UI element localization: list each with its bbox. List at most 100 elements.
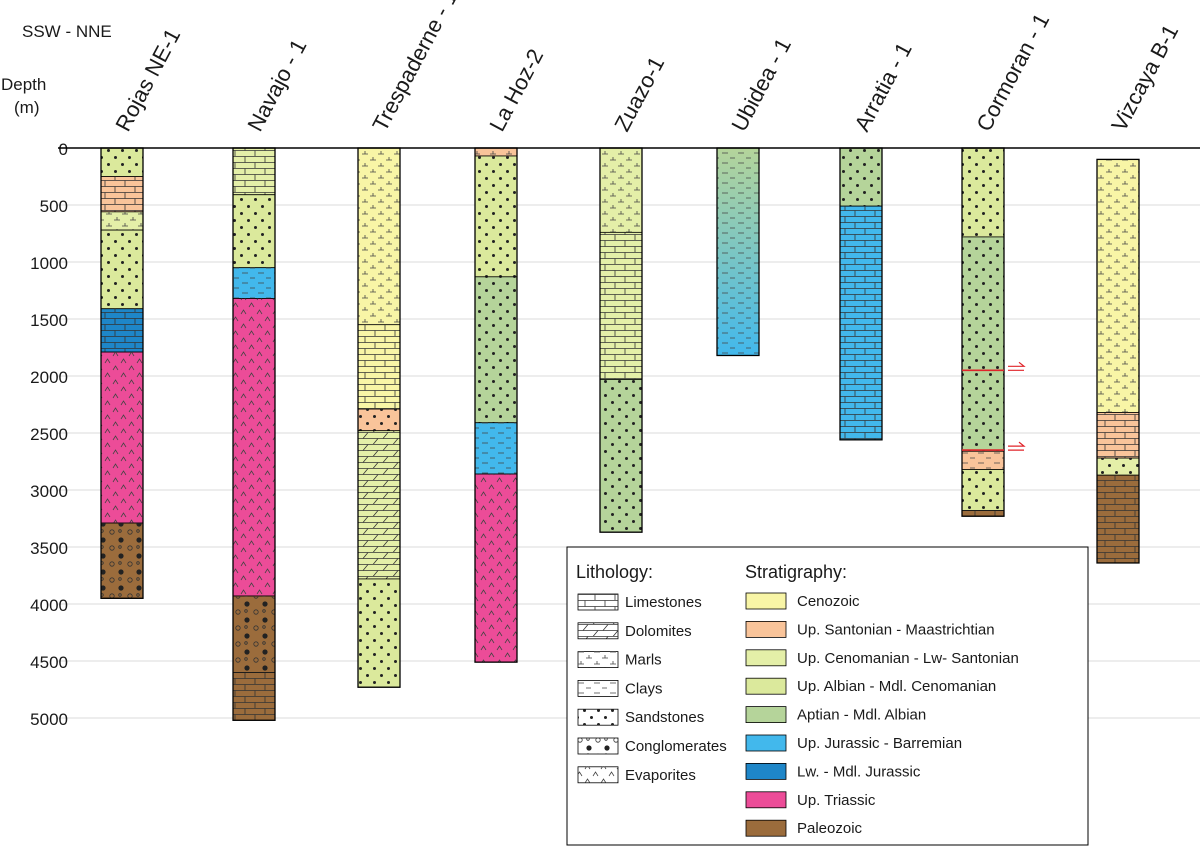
lithology-swatch-pattern (578, 680, 618, 697)
depth-tick-label: 4000 (30, 596, 68, 615)
lithology-clays (475, 422, 517, 475)
lithology-sandstones (358, 578, 400, 688)
stratigraphy-legend: Cenozoic Up. Santonian - Maastrichtian Up.… (745, 592, 1019, 837)
depth-tick-label: 1500 (30, 311, 68, 330)
well-column (599, 147, 643, 533)
lithology-clays (962, 451, 1004, 470)
lithology-legend-label: Sandstones (625, 709, 704, 726)
lithology-evaporites (475, 474, 517, 663)
depth-tick-label: 2500 (30, 425, 68, 444)
stratigraphy-legend-label: Up. Triassic (797, 792, 876, 809)
lithology-legend-label: Marls (625, 652, 662, 669)
lithology-legend-label: Clays (625, 680, 663, 697)
lithology-sandstones (101, 230, 143, 309)
stratigraphy-legend-item: Up. Albian - Mdl. Cenomanian (745, 677, 996, 695)
well-name: La Hoz-2 (484, 45, 548, 136)
lithology-legend-item: Conglomerates (577, 737, 727, 755)
stratigraphy-legend-label: Lw. - Mdl. Jurassic (797, 763, 921, 780)
well-names: Rojas NE-1 Navajo - 1 Trespaderne - 1 La Ho… (110, 0, 1183, 135)
well-name: Rojas NE-1 (110, 24, 185, 135)
lithology-conglomerates (233, 596, 275, 673)
lithology-legend-label: Evaporites (625, 767, 696, 784)
lithology-swatch-pattern (578, 766, 618, 783)
depth-tick-label: 5000 (30, 710, 68, 729)
lithology-limestones (101, 308, 143, 353)
lithology-swatch-pattern (578, 622, 618, 639)
stratigraphy-legend-item: Up. Santonian - Maastrichtian (745, 621, 995, 638)
lithology-sandstones (600, 379, 642, 533)
lithology-limestones (1097, 412, 1139, 459)
well-name: Trespaderne - 1 (367, 0, 462, 135)
depth-tick-label: 500 (40, 197, 68, 216)
stratigraphy-legend-label: Aptian - Mdl. Albian (797, 707, 926, 724)
lithology-dolomites (358, 430, 400, 579)
stratigraphy-legend-item: Lw. - Mdl. Jurassic (745, 763, 921, 780)
stratigraphy-legend-title: Stratigraphy: (745, 562, 847, 582)
lithology-legend-label: Dolomites (625, 623, 692, 640)
lithology-marls (358, 148, 400, 325)
section-direction: SSW - NNE (22, 22, 112, 41)
lithology-swatch-pattern (578, 738, 618, 754)
lithology-clays (233, 267, 275, 299)
well-name: Ubidea - 1 (726, 34, 796, 135)
lithology-marls (475, 148, 517, 156)
lithology-limestones (233, 148, 275, 195)
stratigraphy-swatch (745, 734, 787, 752)
lithology-swatch-pattern (578, 594, 618, 610)
well-name: Navajo - 1 (242, 35, 311, 135)
lithology-sandstones (962, 236, 1004, 452)
well-name: Vizcaya B-1 (1106, 20, 1183, 135)
well-name: Arratia - 1 (849, 38, 916, 135)
stratigraphy-legend-item: Up. Cenomanian - Lw- Santonian (745, 649, 1019, 667)
well-column (474, 147, 518, 663)
stratigraphy-swatch (745, 649, 787, 667)
well-columns (100, 147, 1140, 721)
lithology-legend-label: Conglomerates (625, 738, 727, 755)
lithology-limestones (600, 232, 642, 380)
lithology-limestones (840, 206, 882, 440)
lithology-marls (1097, 159, 1139, 413)
lithology-marls (101, 211, 143, 231)
well-name: Cormoran - 1 (971, 9, 1054, 135)
lithology-limestones (233, 672, 275, 721)
lithology-clays (717, 148, 759, 356)
lithology-sandstones (1097, 458, 1139, 476)
stratigraphy-legend-label: Up. Albian - Mdl. Cenomanian (797, 678, 996, 695)
lithology-legend-item: Limestones (577, 593, 702, 611)
well-column (100, 147, 144, 599)
stratigraphy-swatch (745, 763, 787, 780)
lithology-limestones (101, 176, 143, 212)
lithology-sandstones (101, 148, 143, 177)
well-column (357, 147, 401, 688)
lithology-legend-item: Marls (577, 651, 662, 669)
stratigraphy-legend-item: Cenozoic (745, 592, 860, 610)
stratigraphy-legend-item: Up. Triassic (745, 791, 876, 809)
lithology-sandstones (233, 194, 275, 268)
well-column (716, 147, 760, 357)
lithology-legend-item: Evaporites (577, 766, 696, 784)
lithology-sandstones (475, 155, 517, 277)
stratigraphy-swatch (745, 819, 787, 837)
lithology-sandstones (962, 469, 1004, 511)
depth-tick-label: 0 (59, 140, 68, 159)
stratigraphy-swatch (745, 791, 787, 809)
lithology-conglomerates (101, 523, 143, 599)
stratigraphy-swatch (745, 621, 787, 638)
well-column (1096, 158, 1140, 564)
lithology-evaporites (233, 298, 275, 597)
stratigraphy-swatch (745, 706, 787, 723)
lithology-swatch-pattern (578, 651, 618, 668)
lithology-sandstones (840, 148, 882, 207)
legend: Lithology: Stratigraphy: Limestones Dolom… (566, 546, 1089, 846)
lithology-evaporites (101, 352, 143, 524)
stratigraphy-legend-label: Up. Cenomanian - Lw- Santonian (797, 650, 1019, 667)
stratigraphy-legend-label: Up. Jurassic - Barremian (797, 735, 962, 752)
well-outline (1096, 158, 1140, 564)
lithology-legend-item: Clays (577, 680, 663, 697)
legend-box (566, 546, 1089, 846)
depth-tick-labels: 0 500 1000 1500 2000 2500 3000 3500 4000 4500 5000 (30, 140, 68, 729)
lithology-sandstones (475, 276, 517, 423)
depth-tick-label: 2000 (30, 368, 68, 387)
lithology-legend-item: Sandstones (577, 708, 704, 726)
